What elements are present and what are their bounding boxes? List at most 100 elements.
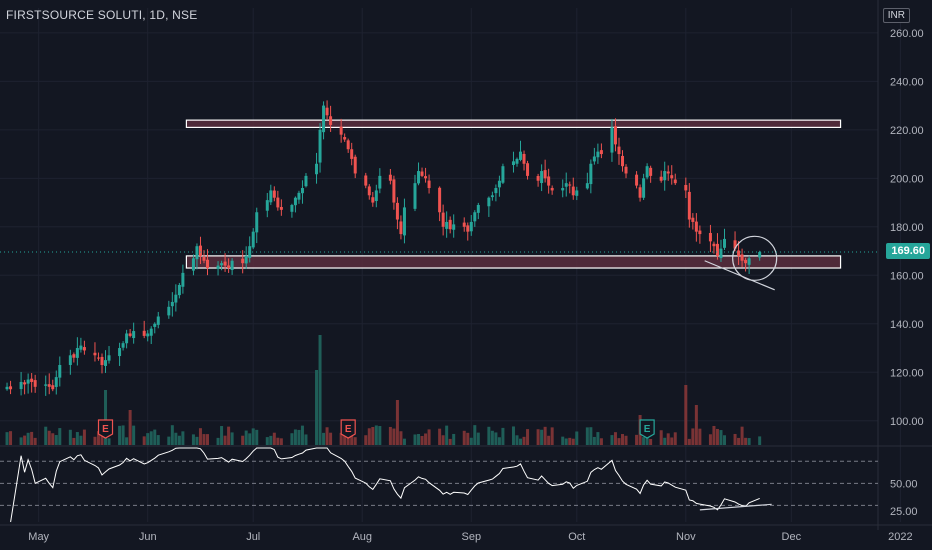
volume-bar [227, 426, 231, 445]
candle-body [596, 151, 600, 158]
volume-bar [5, 432, 9, 445]
candle-body [638, 187, 642, 198]
volume-bar [395, 400, 399, 445]
volume-bar [223, 435, 227, 445]
volume-bar [195, 436, 199, 445]
price-tick-label: 200.00 [890, 173, 924, 185]
price-tick-label: 160.00 [890, 270, 924, 282]
volume-bar [417, 433, 421, 445]
volume-bar [251, 428, 255, 445]
candle-body [448, 219, 452, 230]
candle-body [241, 258, 245, 264]
volume-bar [501, 427, 505, 445]
volume-bar [571, 438, 575, 445]
volume-bar [490, 430, 494, 445]
candle-body [343, 137, 347, 140]
volume-bar [659, 430, 663, 445]
volume-bar [694, 405, 698, 445]
volume-bar [198, 428, 202, 445]
candlestick-series [5, 100, 762, 396]
volume-bar [220, 426, 224, 445]
volume-bar [241, 435, 245, 445]
candle-body [202, 256, 206, 261]
volume-bar [624, 435, 628, 445]
candle-body [79, 345, 83, 350]
volume-bar [466, 432, 470, 445]
volume-bar [297, 429, 301, 445]
currency-badge[interactable]: INR [882, 8, 910, 23]
volume-bar [617, 438, 621, 445]
volume-bar [476, 432, 480, 445]
volume-bar [645, 436, 649, 445]
candle-body [740, 254, 744, 261]
candle-body [322, 105, 326, 133]
volume-bar [589, 427, 593, 445]
candle-body [318, 129, 322, 163]
candle-body [93, 352, 97, 356]
volume-bar [448, 438, 452, 445]
candle-body [413, 183, 417, 209]
candle-body [733, 240, 737, 249]
time-tick-label: Jun [139, 531, 157, 543]
candle-body [329, 116, 333, 125]
candle-body [599, 150, 603, 155]
volume-bar [673, 432, 677, 445]
volume-bar [79, 435, 83, 445]
candle-body [353, 156, 357, 174]
candle-body [346, 140, 350, 150]
volume-bar [174, 432, 178, 445]
price-tick-label: 100.00 [890, 416, 924, 428]
price-tick-label: 240.00 [890, 76, 924, 88]
volume-bar [346, 435, 350, 445]
volume-bar [424, 433, 428, 445]
candle-body [44, 384, 48, 386]
time-tick-label: Dec [782, 531, 802, 543]
candle-body [550, 187, 554, 191]
candle-body [561, 188, 565, 191]
candle-body [47, 384, 51, 387]
volume-bar [58, 428, 62, 445]
volume-bar [413, 434, 417, 445]
candle-body [694, 221, 698, 232]
volume-bar [564, 438, 568, 445]
candle-body [315, 163, 319, 175]
candle-body [543, 170, 547, 179]
candle-body [68, 355, 72, 365]
volume-bar [610, 435, 614, 445]
volume-bar [255, 429, 259, 445]
volume-bar [216, 437, 220, 445]
candle-body [645, 166, 649, 178]
volume-bar [30, 431, 34, 445]
volume-bar [93, 436, 97, 445]
volume-bar [300, 425, 304, 445]
candle-body [427, 180, 431, 189]
volume-bar [378, 426, 382, 445]
candle-body [118, 348, 122, 357]
candle-body [51, 385, 55, 390]
time-tick-label: Oct [568, 531, 585, 543]
volume-bar [33, 437, 37, 445]
candle-body [198, 245, 202, 256]
candle-body [339, 126, 343, 135]
candle-body [58, 364, 62, 378]
candle-body [649, 167, 653, 176]
volume-bar [272, 432, 276, 445]
candle-body [177, 284, 181, 296]
candle-body [156, 316, 160, 325]
candle-body [659, 176, 663, 181]
candle-body [441, 212, 445, 227]
earnings-event-label: E [102, 424, 109, 435]
rsi-trend-line [699, 503, 772, 511]
volume-bar [75, 432, 79, 445]
candle-body [276, 197, 280, 208]
volume-bar [497, 437, 501, 445]
candle-body [149, 328, 153, 336]
volume-bar [248, 433, 252, 445]
volume-bar [599, 438, 603, 445]
candle-body [540, 171, 544, 184]
volume-bar [343, 435, 347, 445]
volume-bar [635, 434, 639, 445]
candle-body [216, 265, 220, 269]
volume-bar [47, 430, 51, 445]
